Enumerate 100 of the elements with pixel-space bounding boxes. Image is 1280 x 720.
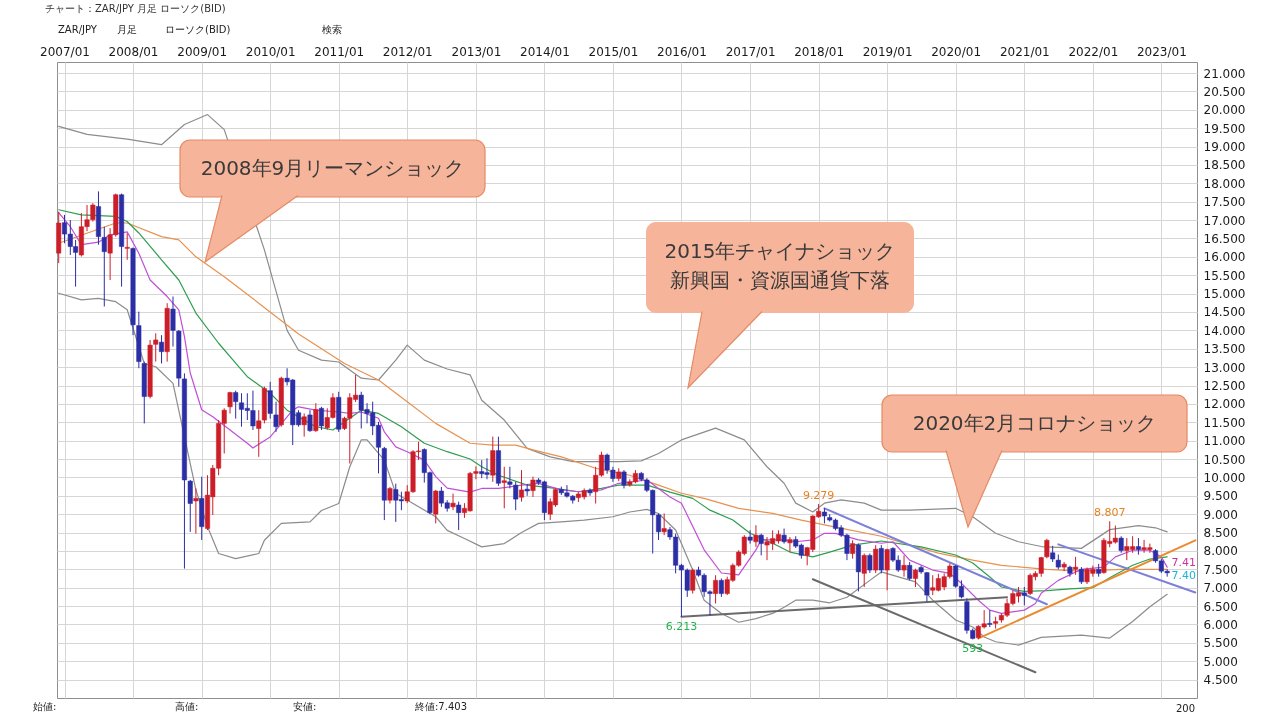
candlestick	[850, 539, 856, 560]
y-tick-label: 20.000	[1203, 103, 1246, 118]
y-tick-label: 13.000	[1203, 360, 1246, 375]
x-tick-label: 2017/01	[725, 44, 776, 59]
y-tick-label: 14.500	[1203, 305, 1246, 320]
text: 始値:	[33, 701, 57, 712]
candlestick	[101, 226, 107, 307]
annotation: 7.40	[1171, 569, 1196, 582]
candlestick	[301, 412, 307, 438]
candlestick	[1073, 556, 1079, 576]
annotation: 2015年チャイナショック	[664, 239, 896, 263]
x-tick-label: 2009/01	[177, 44, 228, 59]
candlestick	[781, 528, 787, 545]
annotation: 8.807	[1093, 506, 1126, 520]
text: ZAR/JPY	[58, 24, 98, 35]
candlestick	[318, 406, 324, 431]
candlestick	[787, 536, 793, 553]
candlestick	[530, 476, 536, 498]
y-tick-label: 5.000	[1203, 654, 1238, 669]
x-tick-label: 2018/01	[794, 44, 845, 59]
candlestick	[661, 512, 667, 536]
y-tick-label: 7.500	[1203, 562, 1238, 577]
x-tick-label: 2023/01	[1136, 44, 1187, 59]
candlestick	[621, 469, 627, 489]
text: 安値:	[293, 701, 317, 712]
candlestick	[747, 529, 753, 545]
candlestick	[124, 232, 130, 261]
y-tick-label: 11.000	[1203, 434, 1246, 449]
x-tick-label: 2022/01	[1068, 44, 1119, 59]
y-tick-label: 10.000	[1203, 470, 1246, 485]
y-tick-label: 17.500	[1203, 195, 1246, 210]
x-tick-label: 2011/01	[314, 44, 365, 59]
candlestick	[456, 501, 462, 531]
x-tick-label: 2015/01	[588, 44, 639, 59]
candlestick	[878, 544, 884, 574]
candlestick	[861, 553, 867, 588]
candlestick	[501, 466, 507, 509]
y-tick-label: 18.500	[1203, 158, 1246, 173]
y-tick-label: 12.000	[1203, 397, 1246, 412]
y-tick-label: 10.500	[1203, 452, 1246, 467]
candlestick	[753, 524, 759, 548]
text: ローソク(BID)	[165, 24, 231, 35]
y-tick-label: 5.500	[1203, 636, 1238, 651]
candlestick	[690, 568, 696, 595]
candlestick	[433, 489, 439, 524]
annotation: 7.41	[1171, 556, 1196, 569]
candlestick	[587, 487, 593, 497]
x-tick-label: 2007/01	[40, 44, 90, 59]
y-tick-label: 11.500	[1203, 415, 1246, 430]
candlestick	[867, 553, 873, 574]
candlestick	[313, 402, 319, 433]
candlestick	[267, 381, 273, 420]
candlestick	[519, 469, 524, 503]
candlestick	[307, 409, 313, 433]
y-tick-label: 21.000	[1203, 66, 1246, 81]
y-tick-label: 19.500	[1203, 121, 1246, 136]
annotation: 新興国・資源国通貨下落	[670, 268, 890, 292]
text: 検索	[322, 24, 342, 35]
y-tick-label: 12.500	[1203, 379, 1246, 394]
x-tick-label: 2008/01	[108, 44, 159, 59]
candlestick	[901, 554, 907, 578]
text: 終値:7.403	[414, 701, 467, 712]
y-tick-label: 19.000	[1203, 140, 1246, 155]
y-tick-label: 8.500	[1203, 526, 1238, 541]
candlestick	[1044, 538, 1050, 559]
annotation: 2020年2月コロナショック	[912, 410, 1157, 435]
candlestick	[884, 548, 890, 591]
annotation: 9.279	[802, 488, 835, 502]
annotation: 593	[962, 642, 984, 656]
candlestick	[713, 574, 719, 605]
candlestick	[907, 561, 913, 581]
candlestick	[1021, 586, 1027, 606]
y-tick-label: 8.000	[1203, 544, 1238, 559]
x-tick-label: 2020/01	[931, 44, 982, 59]
text: 月足	[117, 24, 137, 35]
y-tick-label: 7.000	[1203, 581, 1238, 596]
annotation: 6.213	[665, 619, 698, 633]
x-tick-label: 2013/01	[451, 44, 502, 59]
annotation: 2008年9月リーマンショック	[200, 155, 465, 180]
y-tick-label: 9.000	[1203, 507, 1238, 522]
y-tick-label: 16.000	[1203, 250, 1246, 265]
x-tick-label: 2010/01	[245, 44, 296, 59]
candlestick	[233, 390, 239, 420]
candlestick	[718, 578, 724, 598]
candlestick	[1061, 561, 1067, 572]
y-tick-label: 20.500	[1203, 84, 1246, 99]
y-tick-label: 6.500	[1203, 599, 1238, 614]
text: 200	[1176, 703, 1196, 714]
candlestick	[450, 493, 456, 511]
chart-title: チャート：ZAR/JPY 月足 ローソク(BID)	[45, 3, 226, 14]
y-tick-label: 9.500	[1203, 489, 1238, 504]
x-tick-label: 2014/01	[519, 44, 570, 59]
x-tick-label: 2021/01	[999, 44, 1050, 59]
y-tick-label: 14.000	[1203, 323, 1246, 338]
y-tick-label: 4.500	[1203, 673, 1238, 688]
y-tick-label: 15.000	[1203, 287, 1246, 302]
y-tick-label: 6.000	[1203, 617, 1238, 632]
y-tick-label: 15.500	[1203, 268, 1246, 283]
x-tick-label: 2016/01	[657, 44, 707, 59]
candlestick	[193, 487, 199, 535]
